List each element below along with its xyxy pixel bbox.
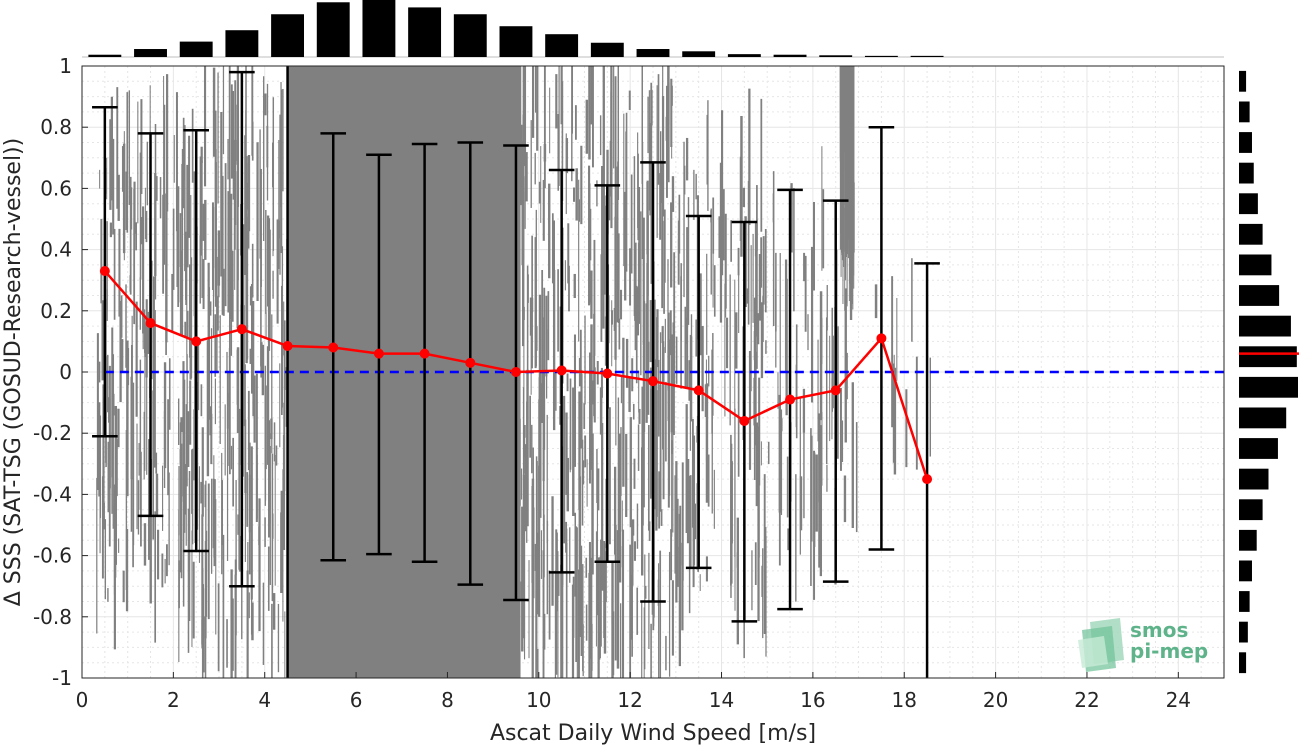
mean-point (693, 385, 704, 396)
mean-point (785, 394, 796, 405)
right-histogram (1239, 70, 1299, 674)
right-histogram-bar (1239, 315, 1291, 337)
x-axis-title: Ascat Daily Wind Speed [m/s] (490, 721, 816, 746)
mean-point (191, 336, 202, 347)
mean-point (922, 474, 933, 485)
right-histogram-bar (1239, 223, 1263, 245)
top-histogram-bar (727, 54, 761, 57)
x-tick-label: 18 (892, 688, 917, 712)
right-histogram-bar (1239, 346, 1297, 368)
mean-point (465, 357, 476, 368)
x-tick-label: 24 (1166, 688, 1191, 712)
right-histogram-bar (1239, 285, 1280, 306)
right-histogram-bar (1239, 132, 1252, 153)
logo-line1: smos (1130, 618, 1188, 642)
x-tick-label: 10 (526, 688, 551, 712)
x-tick-label: 0 (76, 688, 89, 712)
mean-point (419, 348, 430, 359)
mean-series (99, 266, 933, 485)
top-histogram-bar (271, 14, 305, 57)
top-histogram-bar (88, 54, 122, 57)
x-tick-label: 14 (709, 688, 734, 712)
top-histogram (82, 0, 1224, 58)
mean-point (99, 266, 110, 277)
x-tick-label: 4 (258, 688, 271, 712)
mean-point (236, 324, 247, 335)
x-tick-label: 2 (167, 688, 180, 712)
right-histogram-bar (1239, 560, 1252, 582)
mean-point (739, 415, 750, 426)
mean-point (373, 348, 384, 359)
right-histogram-bar (1239, 591, 1250, 612)
y-tick-label: 0.2 (40, 299, 72, 323)
y-tick-label: 0.4 (40, 238, 72, 262)
right-histogram-bar (1239, 254, 1272, 276)
logo: smos pi-mep (1078, 618, 1208, 672)
right-histogram-bar (1239, 101, 1250, 123)
top-histogram-bar (362, 0, 396, 57)
mean-point (282, 340, 293, 351)
top-histogram-bar (590, 42, 624, 57)
y-axis-title: Δ SSS (SAT-TSG (GOSUD-Research-vessel)) (1, 138, 26, 606)
logo-mark-icon (1078, 618, 1124, 672)
x-tick-label: 6 (350, 688, 363, 712)
top-histogram-bar (453, 14, 487, 57)
mean-point (556, 365, 567, 376)
right-histogram-bar (1239, 499, 1263, 521)
mean-point (145, 318, 156, 329)
y-tick-label: 0.6 (40, 176, 72, 200)
x-tick-label: 16 (800, 688, 825, 712)
mean-point (830, 385, 841, 396)
y-tick-label: 0.8 (40, 115, 72, 139)
y-tick-label: -0.6 (33, 544, 72, 568)
top-histogram-bar (499, 26, 533, 57)
mean-point (648, 376, 658, 387)
top-histogram-bar (179, 41, 213, 57)
right-histogram-bar (1239, 70, 1247, 92)
y-tick-label: -0.2 (33, 421, 72, 445)
x-tick-label: 22 (1074, 688, 1099, 712)
mean-point (602, 368, 613, 379)
mean-point (876, 333, 887, 344)
top-histogram-bar (773, 54, 807, 57)
top-histogram-bar (225, 30, 259, 57)
top-histogram-bar (864, 55, 898, 57)
y-tick-label: 1 (59, 54, 72, 78)
mean-point (328, 342, 339, 353)
right-histogram-bar (1239, 468, 1269, 490)
top-histogram-bar (545, 34, 579, 57)
top-histogram-bar (682, 51, 716, 57)
top-histogram-bar (316, 2, 350, 58)
y-tick-label: 0 (59, 360, 72, 384)
right-histogram-bar (1239, 407, 1287, 429)
mean-point (510, 367, 521, 377)
x-tick-label: 12 (617, 688, 642, 712)
right-histogram-bar (1239, 193, 1258, 215)
x-ticks: 0 2 4 6 8 10 12 14 16 18 20 22 24 (76, 672, 1191, 712)
right-histogram-bar (1239, 162, 1254, 184)
logo-line2: pi-mep (1130, 639, 1208, 663)
top-histogram-bar (636, 49, 670, 57)
right-histogram-bar (1239, 438, 1278, 459)
right-histogram-bar (1239, 376, 1298, 398)
right-histogram-bar (1239, 529, 1257, 551)
y-ticks: -1 -0.8 -0.6 -0.4 -0.2 0 0.2 0.4 0.6 0.8 1 (33, 54, 88, 690)
top-histogram-bar (408, 7, 442, 57)
right-histogram-bar (1239, 652, 1247, 674)
y-tick-label: -0.4 (33, 482, 72, 506)
x-tick-label: 8 (441, 688, 454, 712)
y-tick-label: -1 (52, 666, 72, 690)
right-histogram-bar (1239, 621, 1248, 643)
top-histogram-bar (134, 49, 167, 57)
scatter-cloud (96, 66, 932, 678)
y-tick-label: -0.8 (33, 605, 72, 629)
x-tick-label: 20 (983, 688, 1008, 712)
top-histogram-bar (819, 55, 853, 57)
top-histogram-bar (910, 55, 944, 57)
